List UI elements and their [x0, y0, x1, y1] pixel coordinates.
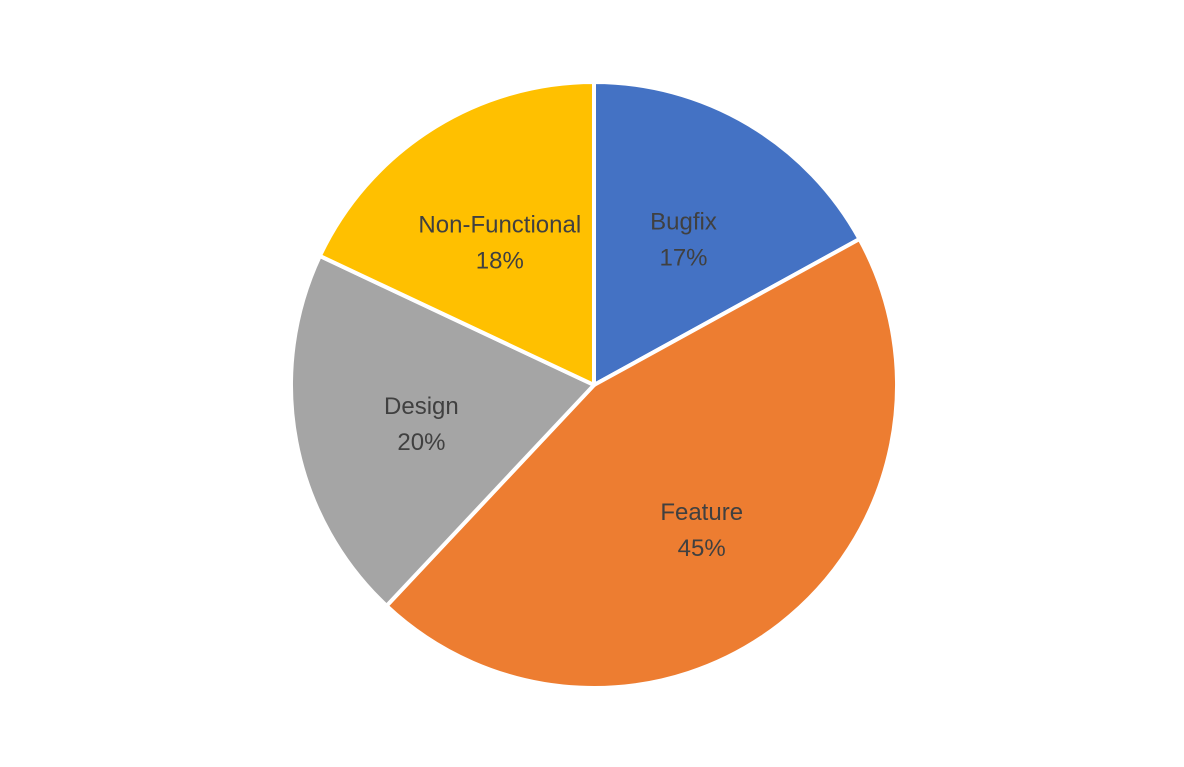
- pie-slice-bugfix: [592, 80, 862, 387]
- data-label-percent: 18%: [476, 248, 524, 275]
- pie-slice-feature: [384, 237, 899, 691]
- pie-slice-design: [289, 253, 596, 608]
- data-label-non-functional: Non-Functional 18%: [418, 212, 581, 275]
- pie-slice-non-functional: [317, 80, 596, 387]
- data-label-bugfix: Bugfix 17%: [650, 209, 717, 272]
- pie-slices: [289, 80, 899, 691]
- data-label-category: Design: [384, 393, 459, 420]
- data-label-category: Bugfix: [650, 209, 717, 236]
- data-label-design: Design 20%: [384, 393, 459, 456]
- data-label-feature: Feature 45%: [660, 499, 743, 562]
- data-label-percent: 20%: [397, 429, 445, 456]
- data-label-percent: 17%: [659, 245, 707, 272]
- data-label-percent: 45%: [678, 535, 726, 562]
- data-label-category: Feature: [660, 499, 743, 526]
- pie-data-labels: Bugfix 17% Feature 45% Design 20% Non-Function…: [384, 209, 743, 562]
- data-label-category: Non-Functional: [418, 212, 581, 239]
